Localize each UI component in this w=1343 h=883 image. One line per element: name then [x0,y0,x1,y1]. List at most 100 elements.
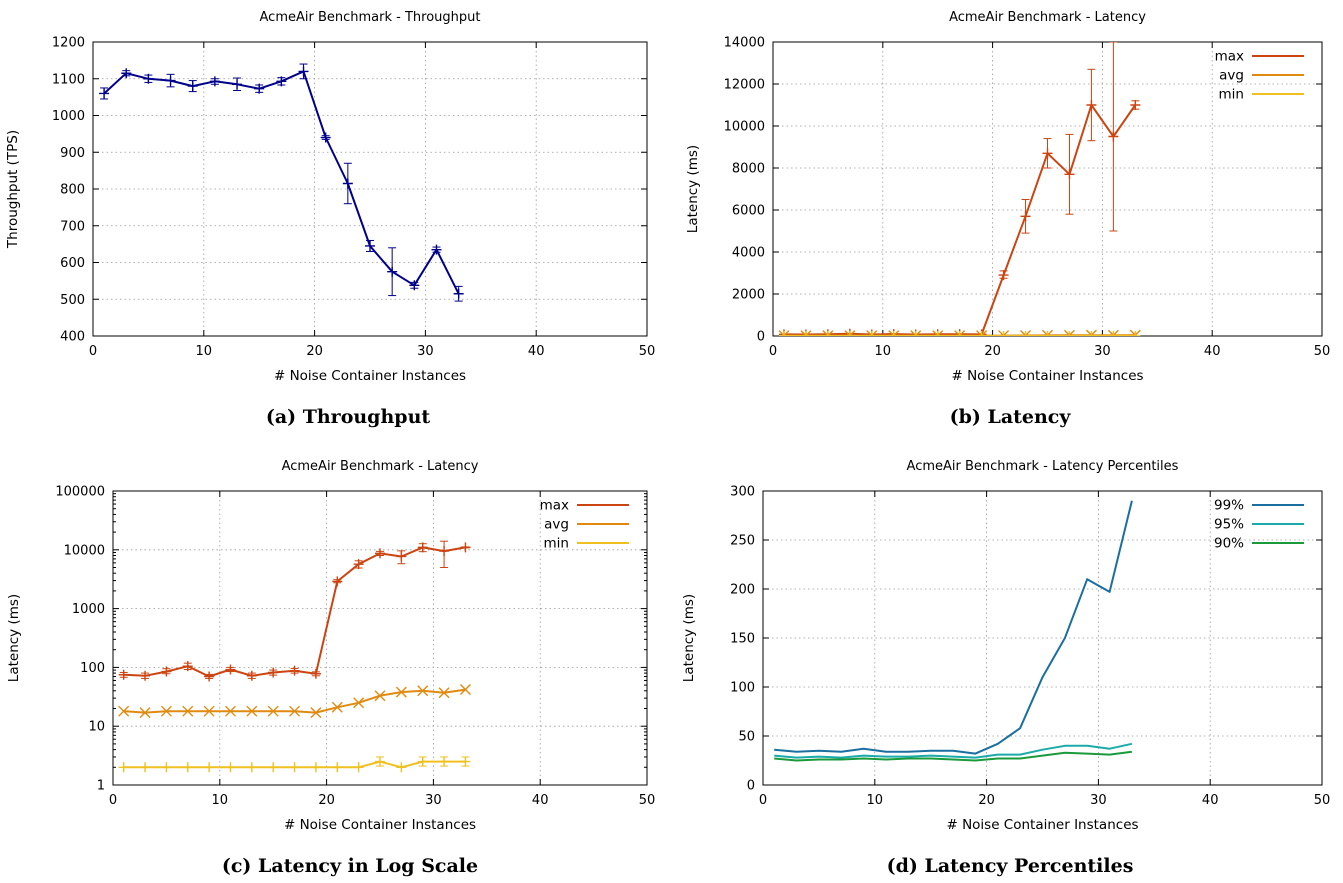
y-tick-label: 10000 [724,120,765,135]
series-max-point [439,546,450,557]
series-min-point [998,330,1009,336]
x-tick-label: 0 [109,793,117,808]
series-0-point [387,266,398,277]
x-axis-label: # Noise Container Instances [274,368,466,384]
series-avg-point [417,685,429,697]
series-min-point [161,762,172,773]
series-min-point [778,330,789,336]
series-0-point [209,76,220,87]
x-tick-label: 40 [1204,344,1221,359]
series-max-point [1042,148,1053,159]
series-avg-point [374,690,386,702]
x-axis-label: # Noise Container Instances [951,368,1143,384]
series-min-point [1086,330,1097,336]
y-tick-label: 1000 [52,109,85,124]
series-avg-point [289,705,301,717]
series-avg-point [160,705,172,717]
series-90pct-line [774,750,1133,762]
y-tick-label: 100 [730,681,755,696]
series-min-point [910,330,921,336]
caption-d: (d) Latency Percentiles [886,855,1134,877]
chart-title: AcmeAir Benchmark - Throughput [260,10,481,25]
x-tick-label: 20 [306,344,323,359]
series-min-point [844,330,855,336]
y-axis-label: Latency (ms) [681,594,697,682]
series-min-point [1108,330,1119,336]
series-max-point [310,668,321,679]
series-0-point [298,66,309,77]
series-avg-point [438,687,450,699]
x-tick-label: 0 [759,793,767,808]
series-min-point [353,762,364,773]
y-tick-label: 1 [97,779,105,794]
legend-label: avg [544,517,569,533]
series-avg-point [246,705,258,717]
series-max-point [140,670,151,681]
series-min-point [954,330,965,336]
x-tick-label: 10 [212,793,229,808]
legend-label: max [1215,49,1244,65]
series-min-point [289,762,300,773]
series-min-point [396,762,407,773]
series-max-point [1086,100,1097,110]
series-max-point [1064,169,1075,180]
series-max-point [998,270,1009,281]
caption-a: (a) Throughput [265,406,431,428]
y-tick-label: 500 [60,293,85,308]
plot-area [118,540,471,773]
series-min-point [932,330,943,336]
legend-label: 99% [1214,498,1244,514]
series-avg-point [182,705,194,717]
series-max-point [375,548,385,559]
series-max-point [460,542,471,553]
x-tick-label: 20 [318,793,335,808]
y-axis-label: Latency (ms) [6,594,22,682]
series-avg-point [224,705,236,717]
plot-frame [762,490,1323,786]
legend-label: 90% [1214,536,1244,552]
series-min-point [417,756,428,767]
series-min-point [822,330,833,336]
x-tick-label: 0 [89,344,97,359]
series-0-point [232,79,243,90]
series-avg-point [118,705,130,717]
y-tick-label: 1200 [52,36,85,51]
series-avg-point [267,705,279,717]
series-min-point [268,762,279,773]
series-0-point [453,288,464,299]
series-0-point [165,75,176,86]
series-max-point [225,664,236,675]
x-tick-label: 40 [528,344,545,359]
series-min-point [800,330,811,336]
plot-frame [112,490,648,786]
x-tick-label: 30 [1090,793,1107,808]
y-tick-label: 10 [88,720,105,735]
chart-title: AcmeAir Benchmark - Latency Percentiles [907,459,1179,474]
y-tick-label: 12000 [724,78,765,93]
x-tick-label: 10 [196,344,213,359]
series-0-point [431,244,442,255]
series-0-point [121,68,132,79]
series-min-point [246,762,257,773]
series-max-point [353,559,364,570]
series-0-point [99,88,110,99]
y-tick-label: 300 [730,485,755,500]
series-0-point [409,280,420,291]
series-min-point [888,330,899,336]
x-tick-label: 50 [639,344,656,359]
x-tick-label: 20 [978,793,995,808]
y-tick-label: 400 [60,330,85,345]
y-tick-label: 2000 [732,288,765,303]
series-0-point [187,81,198,92]
series-min-point [332,762,343,773]
y-tick-label: 150 [730,632,755,647]
x-tick-label: 30 [425,793,442,808]
plot-frame [92,41,648,337]
y-tick-label: 50 [738,730,755,745]
y-tick-label: 800 [60,183,85,198]
caption-c: (c) Latency in Log Scale [221,855,479,877]
